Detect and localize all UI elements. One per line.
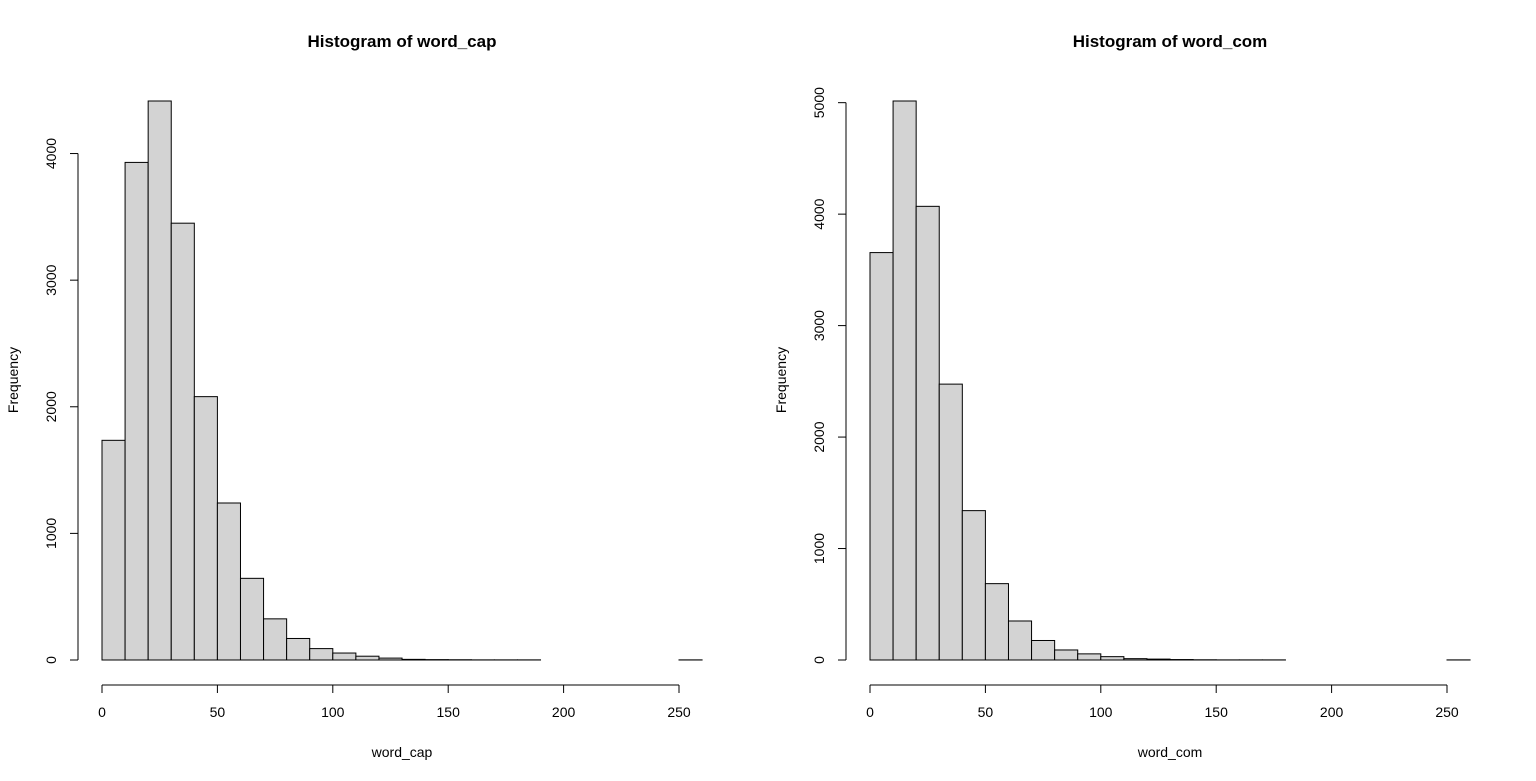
histogram-bar bbox=[1077, 653, 1102, 661]
bars bbox=[101, 100, 703, 661]
histogram-bar bbox=[961, 510, 986, 661]
histogram-word-com: Histogram of word_com word_com Frequency… bbox=[773, 32, 1471, 760]
histogram-bar bbox=[147, 100, 172, 661]
bars bbox=[869, 100, 1471, 661]
y-tick-label: 4000 bbox=[43, 138, 59, 169]
histogram-bar bbox=[378, 657, 403, 661]
y-tick-label: 5000 bbox=[811, 87, 827, 118]
histogram-bar bbox=[263, 618, 288, 661]
x-tick-label: 250 bbox=[667, 704, 691, 720]
histogram-bar bbox=[1054, 649, 1079, 661]
x-tick-label: 50 bbox=[210, 704, 226, 720]
histogram-bar bbox=[170, 222, 195, 661]
x-tick-label: 0 bbox=[98, 704, 106, 720]
histogram-bar bbox=[124, 161, 149, 661]
y-tick-label: 3000 bbox=[811, 310, 827, 341]
chart-title: Histogram of word_com bbox=[1073, 32, 1268, 51]
x-tick-label: 150 bbox=[1205, 704, 1229, 720]
y-tick-label: 1000 bbox=[43, 518, 59, 549]
histogram-bar bbox=[1007, 620, 1033, 661]
histogram-bar bbox=[984, 583, 1009, 661]
y-tick-label: 2000 bbox=[43, 391, 59, 422]
y-tick-label: 4000 bbox=[811, 198, 827, 229]
y-tick-label: 2000 bbox=[811, 421, 827, 452]
x-tick-label: 250 bbox=[1435, 704, 1459, 720]
histogram-bar bbox=[239, 577, 265, 661]
histogram-bar bbox=[915, 205, 940, 661]
histogram-bar bbox=[309, 648, 334, 661]
histogram-bar bbox=[1100, 656, 1125, 661]
x-tick-label: 50 bbox=[978, 704, 994, 720]
y-axis-label: Frequency bbox=[5, 347, 21, 413]
x-tick-label: 200 bbox=[1320, 704, 1344, 720]
histogram-bar bbox=[938, 383, 963, 661]
y-axis: 0 1000 2000 3000 4000 5000 bbox=[811, 87, 847, 664]
histogram-bar bbox=[1146, 658, 1171, 661]
x-axis-label: word_com bbox=[1137, 744, 1203, 760]
histogram-bar bbox=[355, 655, 380, 661]
histogram-bar bbox=[193, 396, 218, 661]
y-tick-label: 0 bbox=[811, 656, 827, 664]
histogram-bar bbox=[286, 637, 311, 661]
histogram-bar bbox=[1031, 639, 1056, 661]
histogram-bar bbox=[869, 252, 894, 661]
y-axis: 0 1000 2000 3000 4000 bbox=[43, 138, 79, 664]
histogram-bar bbox=[332, 652, 357, 661]
y-tick-label: 0 bbox=[43, 656, 59, 664]
histogram-bar bbox=[216, 502, 241, 661]
histogram-bar bbox=[1123, 658, 1148, 661]
x-axis: 0 50 100 150 200 250 bbox=[866, 684, 1459, 720]
y-tick-label: 3000 bbox=[43, 264, 59, 295]
histogram-word-cap: Histogram of word_cap word_cap Frequency… bbox=[5, 32, 703, 760]
x-tick-label: 200 bbox=[552, 704, 576, 720]
x-axis-label: word_cap bbox=[371, 744, 433, 760]
y-axis-label: Frequency bbox=[773, 347, 789, 413]
histogram-bar bbox=[101, 439, 126, 661]
histogram-bar bbox=[892, 100, 917, 661]
y-tick-label: 1000 bbox=[811, 533, 827, 564]
histogram-bar bbox=[401, 658, 426, 661]
x-tick-label: 150 bbox=[437, 704, 461, 720]
x-tick-label: 100 bbox=[1089, 704, 1113, 720]
chart-title: Histogram of word_cap bbox=[308, 32, 497, 51]
x-tick-label: 100 bbox=[321, 704, 345, 720]
x-tick-label: 0 bbox=[866, 704, 874, 720]
x-axis: 0 50 100 150 200 250 bbox=[98, 684, 691, 720]
